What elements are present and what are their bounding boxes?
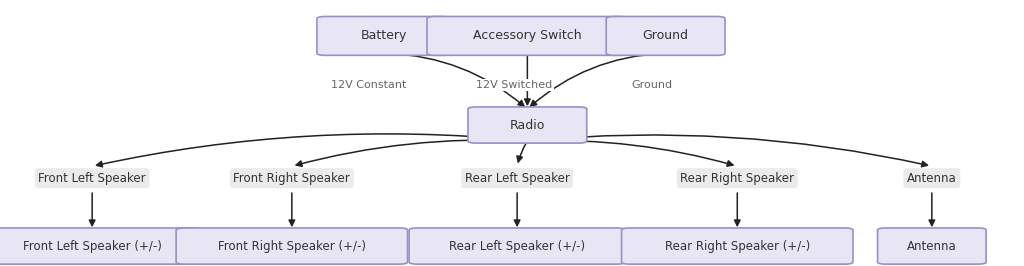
FancyBboxPatch shape <box>468 107 587 143</box>
Text: Front Right Speaker: Front Right Speaker <box>233 172 350 185</box>
Text: 12V Switched: 12V Switched <box>476 80 552 90</box>
Text: Front Right Speaker (+/-): Front Right Speaker (+/-) <box>218 240 366 252</box>
Text: Front Left Speaker (+/-): Front Left Speaker (+/-) <box>23 240 162 252</box>
FancyBboxPatch shape <box>878 228 986 264</box>
Text: Rear Right Speaker: Rear Right Speaker <box>680 172 795 185</box>
Text: Rear Left Speaker: Rear Left Speaker <box>465 172 569 185</box>
FancyBboxPatch shape <box>409 228 625 264</box>
Text: 12V Constant: 12V Constant <box>331 80 407 90</box>
Text: Rear Left Speaker (+/-): Rear Left Speaker (+/-) <box>450 240 585 252</box>
Text: Rear Right Speaker (+/-): Rear Right Speaker (+/-) <box>665 240 810 252</box>
Text: Ground: Ground <box>643 30 688 42</box>
FancyBboxPatch shape <box>622 228 853 264</box>
Text: Front Left Speaker: Front Left Speaker <box>38 172 146 185</box>
Text: Battery: Battery <box>360 30 408 42</box>
FancyBboxPatch shape <box>606 16 725 55</box>
FancyBboxPatch shape <box>427 16 628 55</box>
Text: Radio: Radio <box>510 119 545 131</box>
Text: Antenna: Antenna <box>907 172 956 185</box>
Text: Antenna: Antenna <box>907 240 956 252</box>
FancyBboxPatch shape <box>0 228 201 264</box>
FancyBboxPatch shape <box>317 16 451 55</box>
Text: Accessory Switch: Accessory Switch <box>473 30 582 42</box>
Text: Ground: Ground <box>632 80 673 90</box>
FancyBboxPatch shape <box>176 228 408 264</box>
